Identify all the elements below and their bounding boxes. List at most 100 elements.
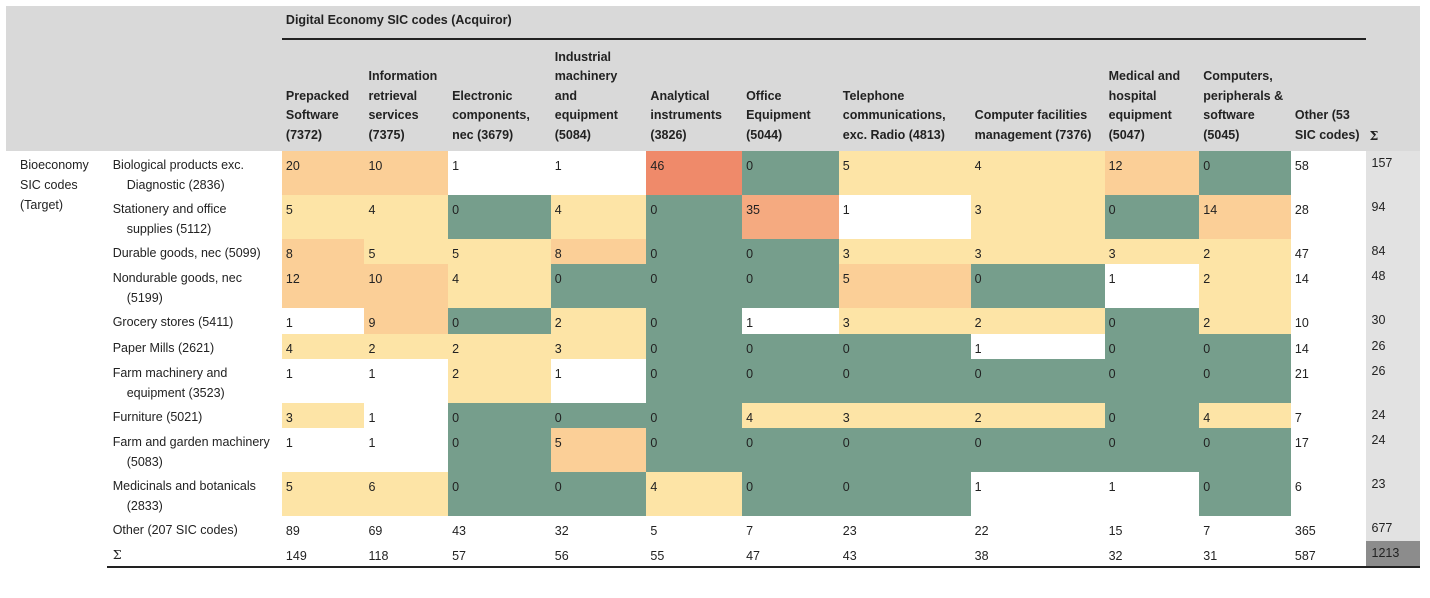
group-title: Digital Economy SIC codes (Acquiror) <box>281 6 1366 40</box>
value-cell: 2 <box>448 359 551 403</box>
row-label-line1: Durable goods, nec (5099) <box>112 246 261 260</box>
value-cell: 0 <box>970 359 1105 403</box>
row-label-line1: Medicinals and botanicals <box>112 479 256 493</box>
row-total-cell: 677 <box>1365 516 1420 541</box>
value-cell: 1 <box>742 308 839 334</box>
value-cell: 0 <box>1199 359 1291 403</box>
value-cell: 1 <box>281 359 365 403</box>
value-cell: 1 <box>281 308 365 334</box>
value-cell: 587 <box>1290 541 1366 568</box>
value-cell: 0 <box>646 334 743 359</box>
value-cell: 1 <box>838 195 971 239</box>
table-row: Farm and garden machinery (5083) 1 1 0 5 0 0 0 0 0… <box>6 428 1420 472</box>
value-cell: 2 <box>364 334 449 359</box>
value-cell: 1 <box>970 334 1105 359</box>
value-cell: 4 <box>970 151 1105 195</box>
value-cell: 3 <box>281 403 365 428</box>
value-cell: 0 <box>646 428 743 472</box>
table-row: Stationery and office supplies (5112) 5 4 0 4… <box>6 195 1420 239</box>
value-cell: 6 <box>364 472 449 516</box>
value-cell: 0 <box>646 264 743 308</box>
row-label-line1: Furniture (5021) <box>112 410 203 424</box>
value-cell: 5 <box>281 195 365 239</box>
table-row: Other (207 SIC codes) 89 69 43 32 5 7 23 22 15 7 36… <box>6 516 1420 541</box>
value-cell: 0 <box>646 195 743 239</box>
value-cell: 0 <box>970 428 1105 472</box>
value-cell: 1 <box>364 359 449 403</box>
row-total-cell: 157 <box>1365 151 1420 195</box>
row-label: Other (207 SIC codes) <box>107 516 282 541</box>
value-cell: 12 <box>281 264 365 308</box>
row-label-line1: Grocery stores (5411) <box>112 315 234 329</box>
row-label: Paper Mills (2621) <box>107 334 282 359</box>
row-label: Furniture (5021) <box>107 403 282 428</box>
value-cell: 35 <box>742 195 839 239</box>
value-cell: 1 <box>448 151 551 195</box>
value-cell: 4 <box>281 334 365 359</box>
value-cell: 1 <box>364 403 449 428</box>
value-cell: 28 <box>1290 195 1366 239</box>
value-cell: 0 <box>646 403 743 428</box>
row-label-line2: Diagnostic (2836) <box>126 178 225 192</box>
column-header-row: Prepacked Software (7372) Information ret… <box>6 39 1420 151</box>
value-cell: 3 <box>970 239 1105 264</box>
value-cell: 3 <box>838 308 971 334</box>
value-cell: 0 <box>550 264 647 308</box>
column-header: Electronic components, nec (3679) <box>448 39 551 151</box>
value-cell: 21 <box>1290 359 1366 403</box>
column-header: Other (53 SIC codes) <box>1290 39 1366 151</box>
value-cell: 0 <box>1199 428 1291 472</box>
column-header: Medical and hospital equipment (5047) <box>1104 39 1200 151</box>
value-cell: 3 <box>838 403 971 428</box>
row-label-line1: Nondurable goods, nec <box>112 271 242 285</box>
value-cell: 38 <box>970 541 1105 568</box>
value-cell: 0 <box>742 472 839 516</box>
value-cell: 89 <box>281 516 365 541</box>
table-row: Bioeconomy SIC codes (Target) Biological … <box>6 151 1420 212</box>
row-total-cell: 84 <box>1365 239 1420 264</box>
value-cell: 5 <box>281 472 365 516</box>
row-label: Grocery stores (5411) <box>107 308 282 334</box>
value-cell: 4 <box>550 195 647 239</box>
row-label-line2: supplies (5112) <box>126 222 212 236</box>
value-cell: 0 <box>742 428 839 472</box>
value-cell: 47 <box>1290 239 1366 264</box>
value-cell: 0 <box>550 472 647 516</box>
value-cell: 14 <box>1290 334 1366 359</box>
value-cell: 8 <box>281 239 365 264</box>
row-total-cell: 94 <box>1365 195 1420 239</box>
row-total-cell: 26 <box>1365 334 1420 359</box>
value-cell: 5 <box>838 151 971 195</box>
row-total-cell: 26 <box>1365 359 1420 403</box>
value-cell: 47 <box>742 541 839 568</box>
row-total-cell: 24 <box>1365 403 1420 428</box>
value-cell: 1 <box>550 151 647 195</box>
row-label-line1: Other (207 SIC codes) <box>112 523 238 537</box>
value-cell: 0 <box>742 151 839 195</box>
value-cell: 56 <box>550 541 647 568</box>
value-cell: 9 <box>364 308 449 334</box>
group-header-row: Digital Economy SIC codes (Acquiror) <box>6 6 1420 40</box>
row-label-line2: (5083) <box>126 455 163 469</box>
table-row: Σ 149 118 57 56 55 47 43 38 32 31 587 1213 <box>6 541 1420 568</box>
row-label-line1: Farm and garden machinery <box>112 435 270 449</box>
value-cell: 0 <box>1104 428 1200 472</box>
value-cell: 4 <box>1199 403 1291 428</box>
column-header: Telephone communications, exc. Radio (48… <box>838 39 971 151</box>
column-header: Prepacked Software (7372) <box>281 39 365 151</box>
value-cell: 0 <box>448 428 551 472</box>
value-cell: 4 <box>448 264 551 308</box>
value-cell: 0 <box>448 403 551 428</box>
value-cell: 1 <box>550 359 647 403</box>
value-cell: 12 <box>1104 151 1200 195</box>
value-cell: 0 <box>1199 472 1291 516</box>
table-row: Durable goods, nec (5099) 8 5 5 8 0 0 3 3 3 2 47 84 <box>6 239 1420 264</box>
table-row: Nondurable goods, nec (5199) 12 10 4 0 0 0 5 0 1 2 1… <box>6 264 1420 308</box>
value-cell: 0 <box>448 308 551 334</box>
value-cell: 14 <box>1290 264 1366 308</box>
row-total-cell: 30 <box>1365 308 1420 334</box>
value-cell: 2 <box>1199 264 1291 308</box>
row-total-cell: 24 <box>1365 428 1420 472</box>
value-cell: 4 <box>742 403 839 428</box>
